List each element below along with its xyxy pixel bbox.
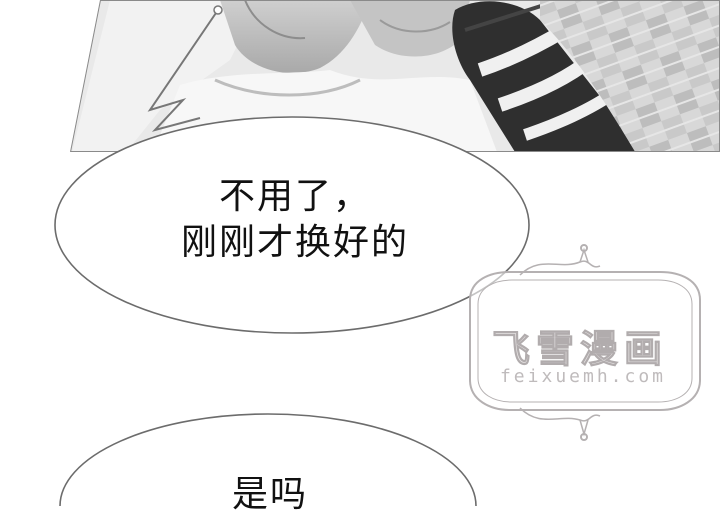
speech-bubble-2-text: 是吗: [200, 472, 340, 518]
illustration-panel: [70, 0, 720, 152]
speech-bubble-1-text: 不用了， 刚刚才换好的: [160, 174, 430, 266]
comic-page: 不用了， 刚刚才换好的 是吗 飞雪漫画 feixuemh.com: [54, 0, 720, 515]
watermark-title: 飞雪漫画: [491, 327, 668, 372]
watermark-url: feixuemh.com: [499, 366, 667, 387]
speech-bubble-2: [59, 413, 477, 506]
bubble-tail-zigzag: [147, 9, 219, 132]
speech-line-2: 刚刚才换好的: [180, 222, 409, 263]
speech-line-1: 不用了，: [218, 176, 371, 217]
watermark-frame: [469, 244, 701, 441]
speech-line-3: 是吗: [231, 474, 308, 515]
speech-bubble-1: [54, 116, 530, 334]
comic-art: [54, 0, 720, 506]
